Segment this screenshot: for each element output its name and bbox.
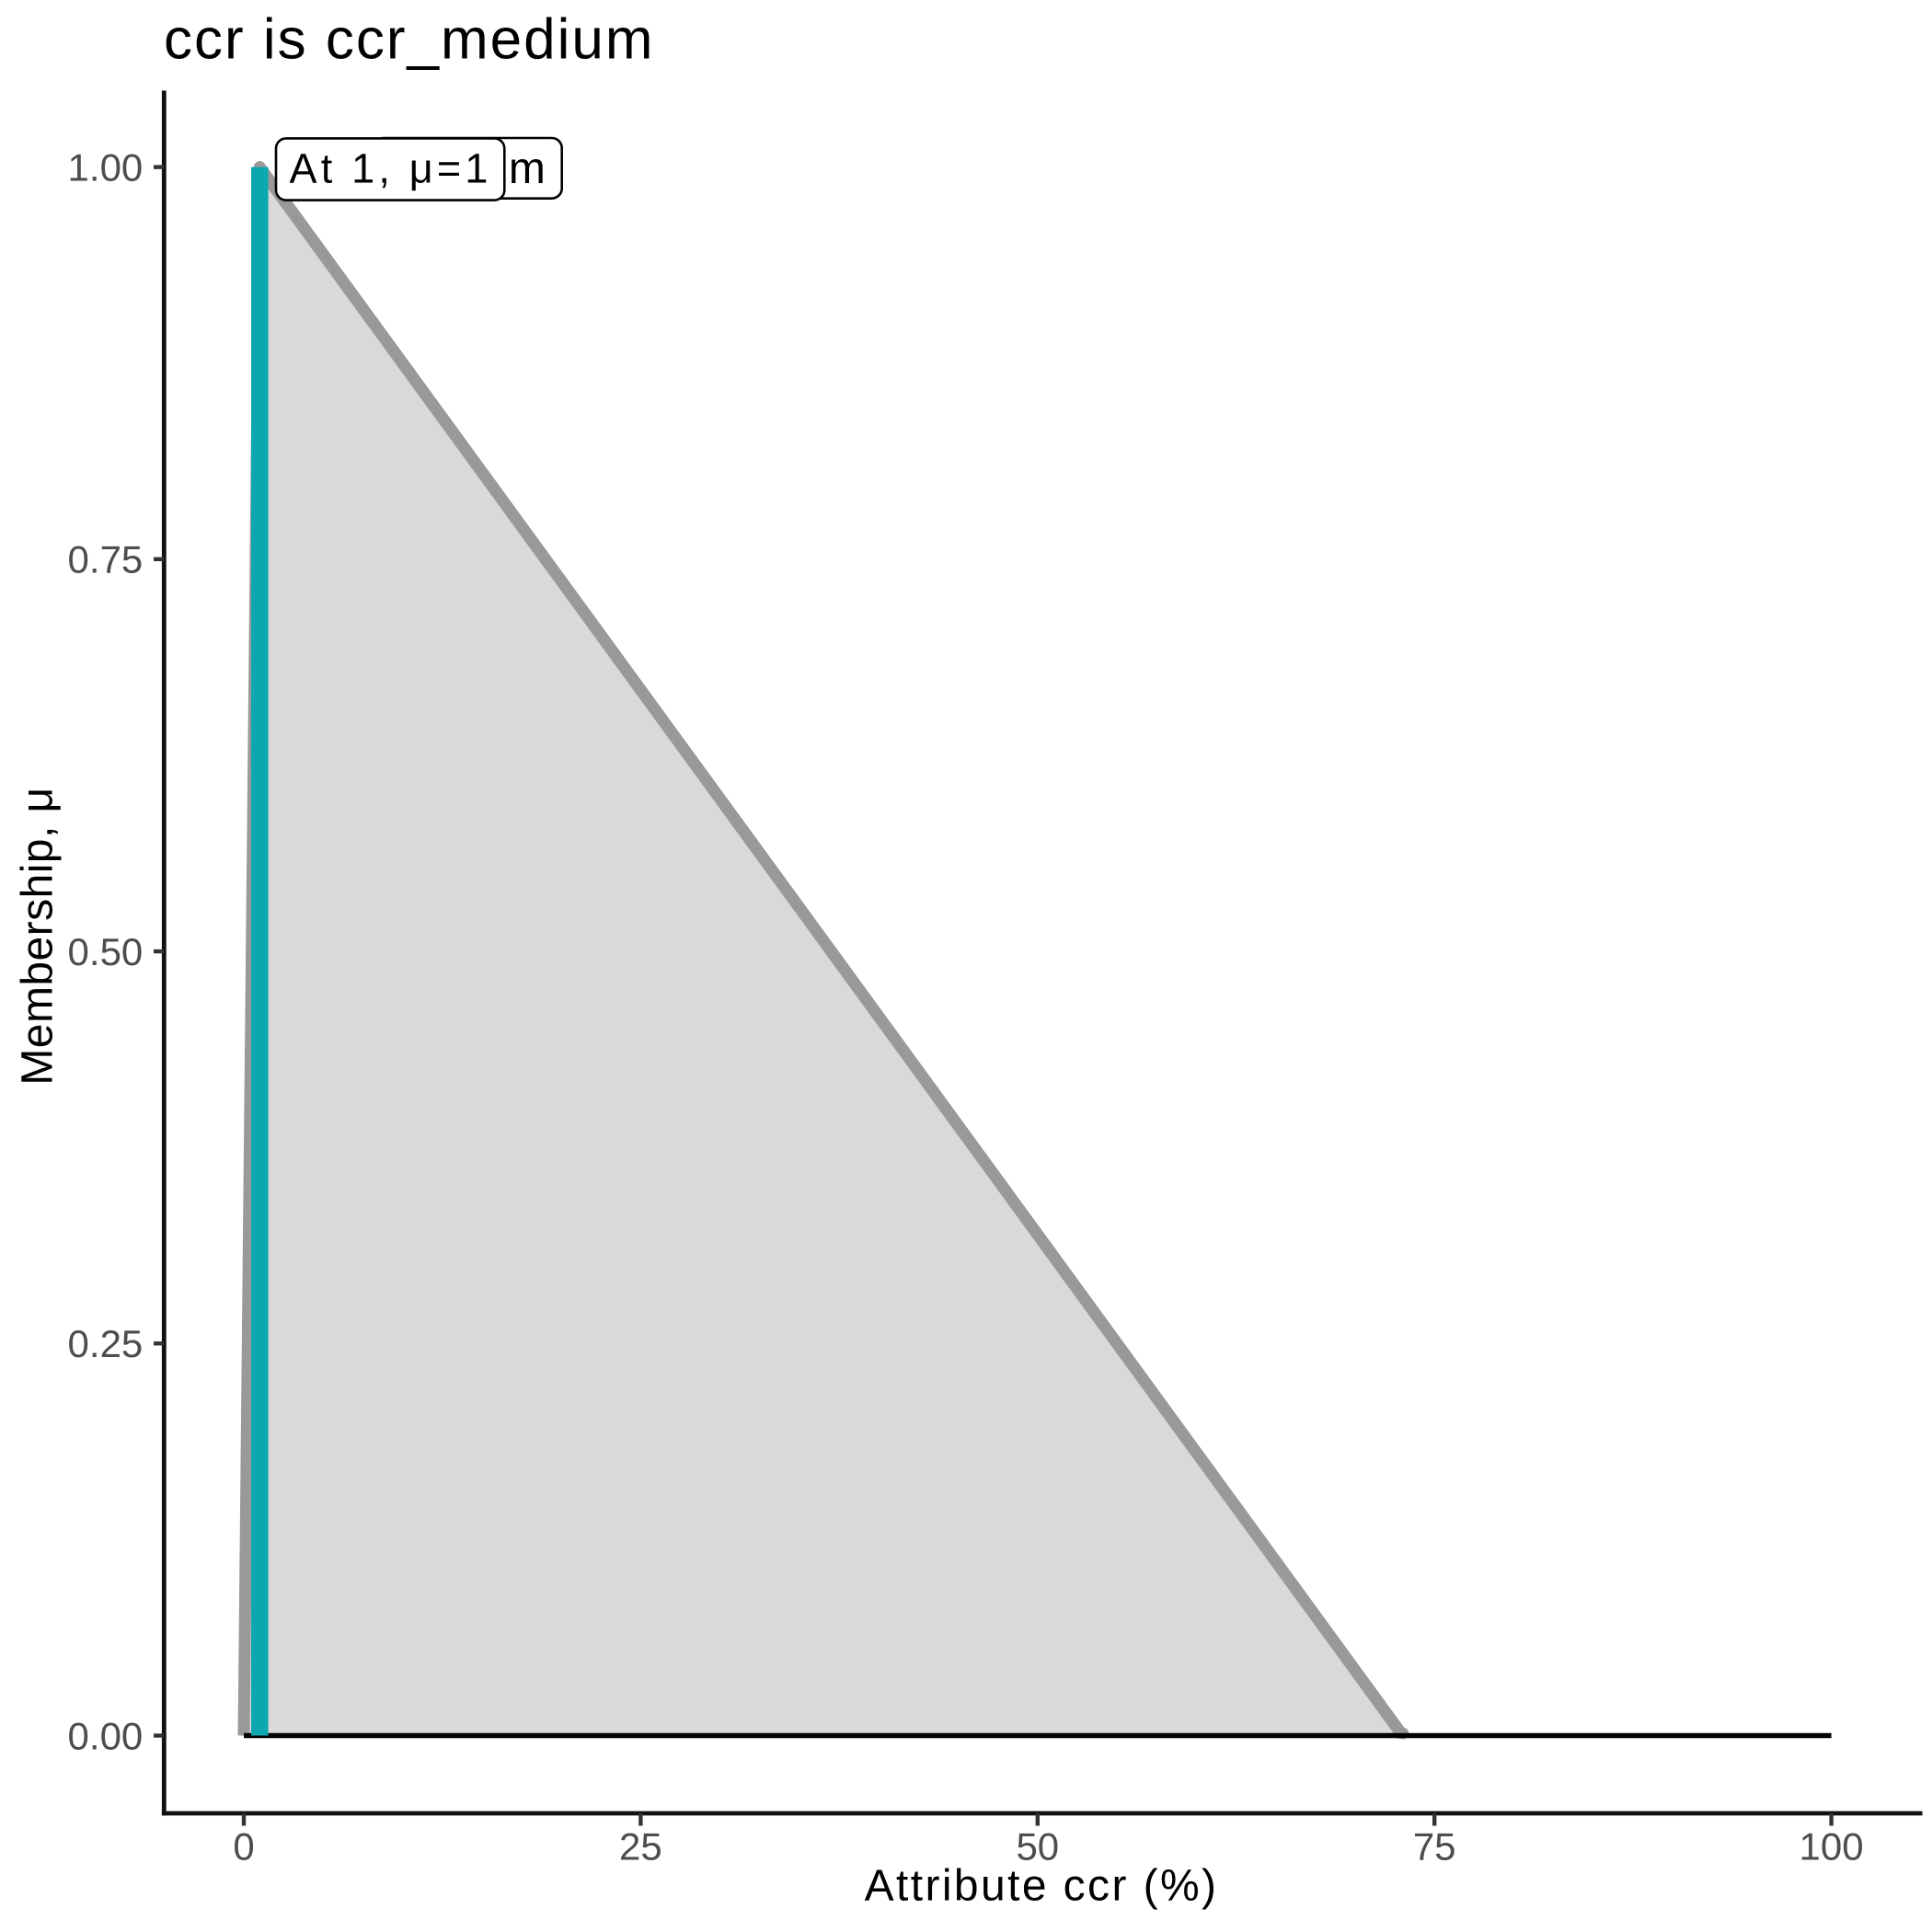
svg-text:0.50: 0.50 <box>68 930 144 973</box>
svg-text:0: 0 <box>233 1825 254 1869</box>
svg-text:m: m <box>509 144 546 193</box>
svg-text:25: 25 <box>619 1825 662 1869</box>
svg-text:0.25: 0.25 <box>68 1322 144 1365</box>
svg-text:Membership, μ: Membership, μ <box>14 787 63 1085</box>
svg-text:100: 100 <box>1800 1825 1864 1869</box>
svg-text:At 1, μ=1: At 1, μ=1 <box>290 144 492 191</box>
svg-text:0.00: 0.00 <box>68 1714 144 1757</box>
svg-text:1.00: 1.00 <box>68 145 144 189</box>
svg-text:ccr is ccr_medium: ccr is ccr_medium <box>164 8 655 72</box>
svg-text:0.75: 0.75 <box>68 538 144 581</box>
svg-text:50: 50 <box>1016 1825 1059 1869</box>
svg-text:75: 75 <box>1413 1825 1456 1869</box>
svg-text:Attribute ccr (%): Attribute ccr (%) <box>865 1862 1219 1911</box>
